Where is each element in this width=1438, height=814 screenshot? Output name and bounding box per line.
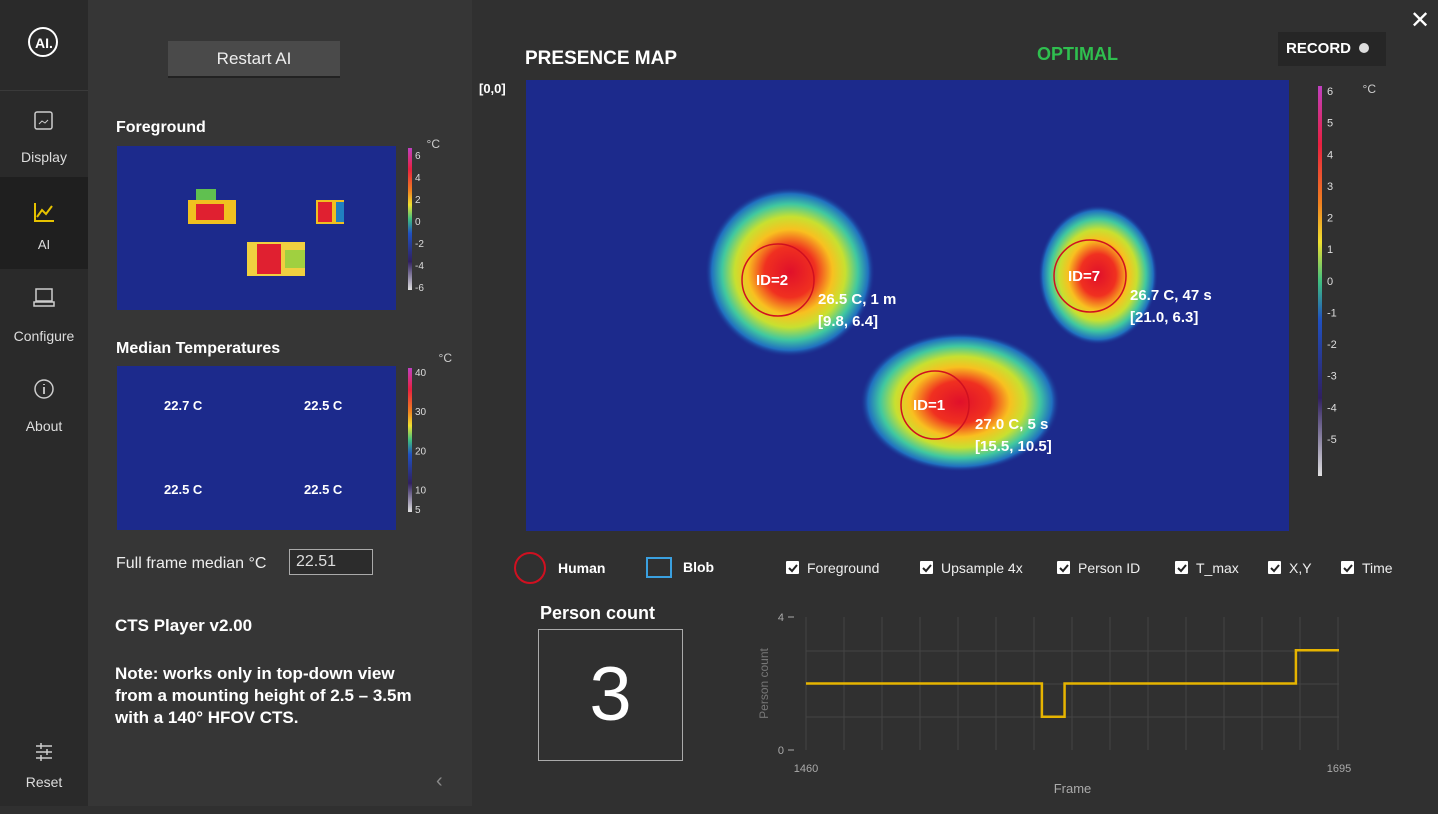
colorbar-tick-label: -3 [1327,371,1337,383]
x-tick-label: 1460 [794,763,818,775]
person-id: ID=2 [756,272,788,289]
colorbar-tick-label: 5 [415,505,421,516]
person-pos: [21.0, 6.3] [1130,309,1198,326]
colorbar-tick-label: 30 [415,407,427,418]
person-pos: [9.8, 6.4] [818,313,878,330]
y-axis-label: Person count [757,647,771,718]
colorbar-tick-label: 4 [415,173,421,184]
colorbar-tick-label: 0 [1327,276,1333,288]
colorbar-tick-label: -4 [415,261,424,272]
legend-blob: Blob [683,559,714,575]
colorbar-tick-label: 5 [1327,118,1333,130]
presence-heatmap [526,80,1322,531]
person-id: ID=7 [1068,268,1100,285]
person-temp: 26.7 C, 47 s [1130,287,1212,304]
option-label: Person ID [1078,560,1140,576]
option-label: Time [1362,560,1393,576]
person-id: ID=1 [913,397,945,414]
median-value: 22.7 C [164,398,203,413]
app: AI. Display AI Configure About Reset Res… [0,0,1438,806]
x-axis-label: Frame [1054,781,1092,796]
colorbar-tick-label: -5 [1327,434,1337,446]
colorbar-tick-label: 40 [415,368,427,379]
x-tick-label: 1695 [1327,763,1351,775]
checkbox [1268,561,1281,574]
colorbar-tick-label: -2 [1327,339,1337,351]
unit: °C [427,137,441,151]
colorbar-tick-label: 10 [415,485,427,496]
colorbar-tick-label: 6 [1327,86,1333,98]
option-label: T_max [1196,560,1239,576]
checkbox [786,561,799,574]
legend: Human Blob [515,553,714,583]
foreground-map [117,146,412,310]
y-tick-label: 0 [778,745,784,757]
median-value: 22.5 C [304,482,343,497]
median-value: 22.5 C [164,482,203,497]
colorbar-tick-label: 2 [1327,213,1333,225]
colorbar-tick-label: 1 [1327,244,1333,256]
median-map: 22.7 C 22.5 C 22.5 C 22.5 C [117,366,412,530]
graphics: 22.7 C 22.5 C 22.5 C 22.5 C °C °C °C Hum… [0,0,1438,806]
legend-human: Human [558,560,605,576]
checkbox [1175,561,1188,574]
option-label: X,Y [1289,560,1312,576]
colorbar-tick-label: 4 [1327,149,1333,161]
person-pos: [15.5, 10.5] [975,438,1052,455]
y-tick-label: 4 [778,612,784,624]
checkbox [1341,561,1354,574]
colorbar-tick-label: 3 [1327,181,1333,193]
colorbar-tick-label: 0 [415,217,421,228]
person-temp: 26.5 C, 1 m [818,291,896,308]
checkbox [920,561,933,574]
unit: °C [1363,82,1377,96]
person-temp: 27.0 C, 5 s [975,416,1048,433]
unit: °C [439,351,453,365]
median-value: 22.5 C [304,398,343,413]
colorbar-tick-label: -2 [415,239,424,250]
colorbar-tick-label: 2 [415,195,421,206]
colorbar-tick-label: 20 [415,446,427,457]
colorbar-tick-label: -1 [1327,307,1337,319]
colorbar-tick-label: -6 [415,283,424,294]
checkbox [1057,561,1070,574]
option-label: Foreground [807,560,879,576]
option-label: Upsample 4x [941,560,1023,576]
colorbar-tick-label: 6 [415,151,421,162]
colorbar-tick-label: -4 [1327,402,1337,414]
